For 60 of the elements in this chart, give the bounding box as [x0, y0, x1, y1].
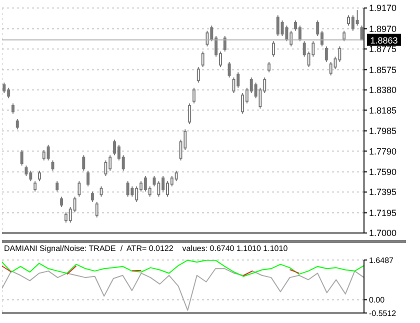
candlestick — [280, 20, 284, 36]
candlestick — [196, 66, 200, 84]
y-tick-label: 1.6487 — [369, 256, 394, 265]
y-tick-label: 1.7790 — [369, 146, 397, 156]
candlestick — [34, 180, 37, 192]
candlestick — [20, 150, 24, 166]
y-tick-label: 0.00 — [369, 296, 386, 305]
candlestick — [104, 160, 108, 176]
candlestick — [232, 76, 236, 94]
candlestick — [356, 10, 359, 26]
candlestick — [46, 144, 50, 161]
candlestick — [130, 186, 134, 198]
candlestick — [228, 61, 231, 78]
candlestick — [11, 102, 14, 114]
candlestick — [174, 170, 178, 182]
candlestick — [38, 170, 41, 182]
candlestick — [60, 196, 64, 208]
candlestick — [188, 102, 192, 125]
candlestick — [272, 40, 275, 58]
candlestick — [16, 118, 19, 130]
y-tick-label: 1.8970 — [369, 24, 397, 34]
y-tick-label: 1.8380 — [369, 85, 397, 96]
candlestick — [285, 25, 288, 42]
candlestick — [95, 201, 98, 218]
candlestick — [82, 154, 86, 172]
candlestick — [24, 165, 28, 176]
ref-line-label: 1.8863 — [370, 35, 398, 46]
candlestick — [126, 180, 130, 198]
candlestick — [192, 87, 196, 104]
y-tick-label: 1.7985 — [369, 126, 397, 136]
candlestick — [324, 46, 328, 62]
candlestick — [342, 30, 346, 42]
candlestick — [201, 51, 204, 68]
y-tick-label: 1.7395 — [369, 187, 397, 198]
candlestick — [100, 186, 103, 198]
candlestick — [157, 180, 160, 198]
y-tick-label: 1.8185 — [369, 105, 397, 116]
candlestick — [86, 170, 90, 187]
y-tick-label: 1.9170 — [369, 3, 397, 14]
candlestick — [241, 92, 244, 114]
y-tick-label: 1.7590 — [369, 167, 397, 178]
y-tick-label: 1.8575 — [369, 64, 397, 75]
y-tick-label: -0.5512 — [369, 308, 397, 318]
chart-title: DAMIANI Signal/Noise: TRADE / ATR= 0.0122 values: 0.6740 1.1010 1.1010 — [3, 243, 289, 254]
candlestick — [113, 139, 116, 156]
candlestick — [347, 14, 350, 26]
candlestick — [51, 160, 54, 172]
candlestick — [2, 82, 6, 94]
candlestick — [56, 180, 59, 192]
candlestick — [78, 180, 81, 198]
candlestick — [298, 25, 302, 42]
line-series — [2, 268, 364, 311]
candlestick — [90, 191, 94, 202]
candlestick — [223, 35, 226, 52]
y-tick-label: 1.7195 — [369, 208, 397, 218]
y-tick-label: 1.8775 — [369, 44, 397, 54]
candlestick — [268, 61, 271, 73]
candlestick — [206, 30, 209, 47]
candlestick — [360, 25, 364, 40]
y-tick-label: 1.7000 — [369, 228, 397, 238]
